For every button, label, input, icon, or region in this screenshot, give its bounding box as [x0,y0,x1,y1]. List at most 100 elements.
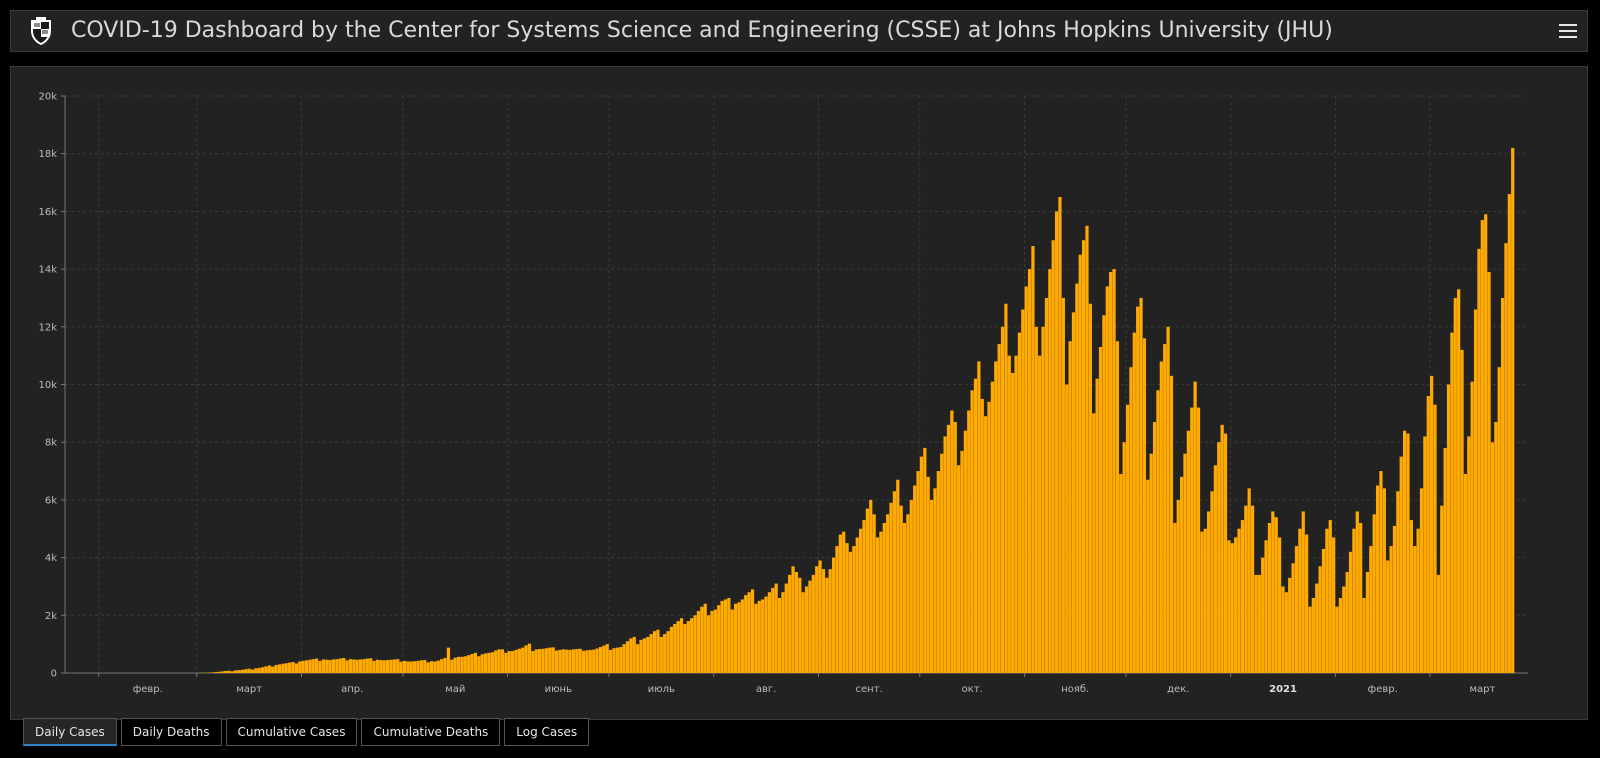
hamburger-menu-icon[interactable] [1557,19,1579,43]
bar [828,569,832,673]
bar [1210,491,1214,673]
bar [210,672,214,673]
bar [571,649,576,673]
bar [1382,488,1386,673]
tab-cumulative-deaths[interactable]: Cumulative Deaths [361,718,501,746]
x-tick-label: март [1469,684,1495,695]
jhu-shield-icon [31,17,51,45]
bar [723,599,728,673]
bar [953,422,957,673]
bar [240,669,244,673]
bar [761,599,765,673]
bar [260,667,265,673]
bar [1430,375,1434,673]
bar [1038,355,1042,673]
bar [389,659,393,673]
bar [659,636,663,673]
bar [348,659,353,673]
bar [595,648,599,673]
bar [733,603,738,673]
chart-tabs: Daily Cases Daily Deaths Cumulative Cases C… [23,718,593,746]
y-tick-label: 0 [51,669,57,680]
bar [1240,520,1245,673]
bar [338,658,342,673]
bar [568,649,572,673]
tab-daily-deaths[interactable]: Daily Deaths [120,718,222,746]
bar [544,648,549,673]
bar [1119,473,1123,673]
bar [507,651,511,673]
bar [757,600,761,673]
y-tick-label: 2k [45,611,57,622]
bar [521,647,525,673]
bar [247,668,251,673]
x-tick-label: май [445,684,465,695]
bar [686,621,690,673]
tab-cumulative-cases[interactable]: Cumulative Cases [225,718,358,746]
bar [815,566,819,673]
chart-panel: 0 2k 4k 6k 8k 10k 12k 14k 16k 18k 20k февр. март апр.… [10,66,1588,720]
bar [1136,306,1140,673]
y-tick-label: 18k [38,149,57,160]
x-tick-label: авг. [756,684,776,695]
bar [304,660,309,673]
bar [1473,309,1478,673]
bar [970,390,974,673]
bar [369,658,373,673]
bar [622,644,626,673]
bar [1298,528,1302,673]
bar [592,649,596,673]
bar [450,659,454,673]
bar [862,520,866,673]
bar [706,615,711,673]
bar [429,661,434,673]
bar [791,566,795,673]
bar [1294,546,1299,673]
bar [473,652,478,673]
bar [1230,543,1234,673]
bar [1139,297,1143,673]
bar [510,651,515,673]
bar [426,662,430,673]
bar [1122,442,1126,673]
bar [727,597,731,673]
bar [1014,355,1018,673]
bar [1308,606,1312,673]
bar [223,670,228,673]
bar [1332,537,1336,673]
bar [913,485,917,673]
bar [886,514,890,673]
bar [859,528,863,673]
bar [1311,597,1315,673]
bar [463,656,467,673]
bar [1234,537,1238,673]
bar [818,560,822,673]
bar [548,647,552,673]
bar [916,471,920,673]
bar [1142,338,1147,673]
bar [906,514,910,673]
bar [1166,326,1170,673]
bar [747,592,751,673]
bar [804,586,809,673]
bar [1386,560,1390,673]
bar [382,660,386,673]
bar [423,660,427,673]
bar [565,649,569,673]
bar [558,649,562,673]
bar [271,666,275,673]
bar [1011,372,1015,673]
bar [1416,528,1420,673]
tab-daily-cases[interactable]: Daily Cases [23,718,117,746]
y-tick-label: 16k [38,207,57,218]
bar [811,574,815,673]
bar [1196,407,1201,673]
tab-log-cases[interactable]: Log Cases [504,718,590,746]
bar [1318,566,1322,673]
x-tick-label: сент. [856,684,883,695]
bar [967,410,971,673]
bar [960,450,964,673]
bar [946,424,951,673]
bar [1487,271,1491,673]
bar [1328,520,1332,673]
